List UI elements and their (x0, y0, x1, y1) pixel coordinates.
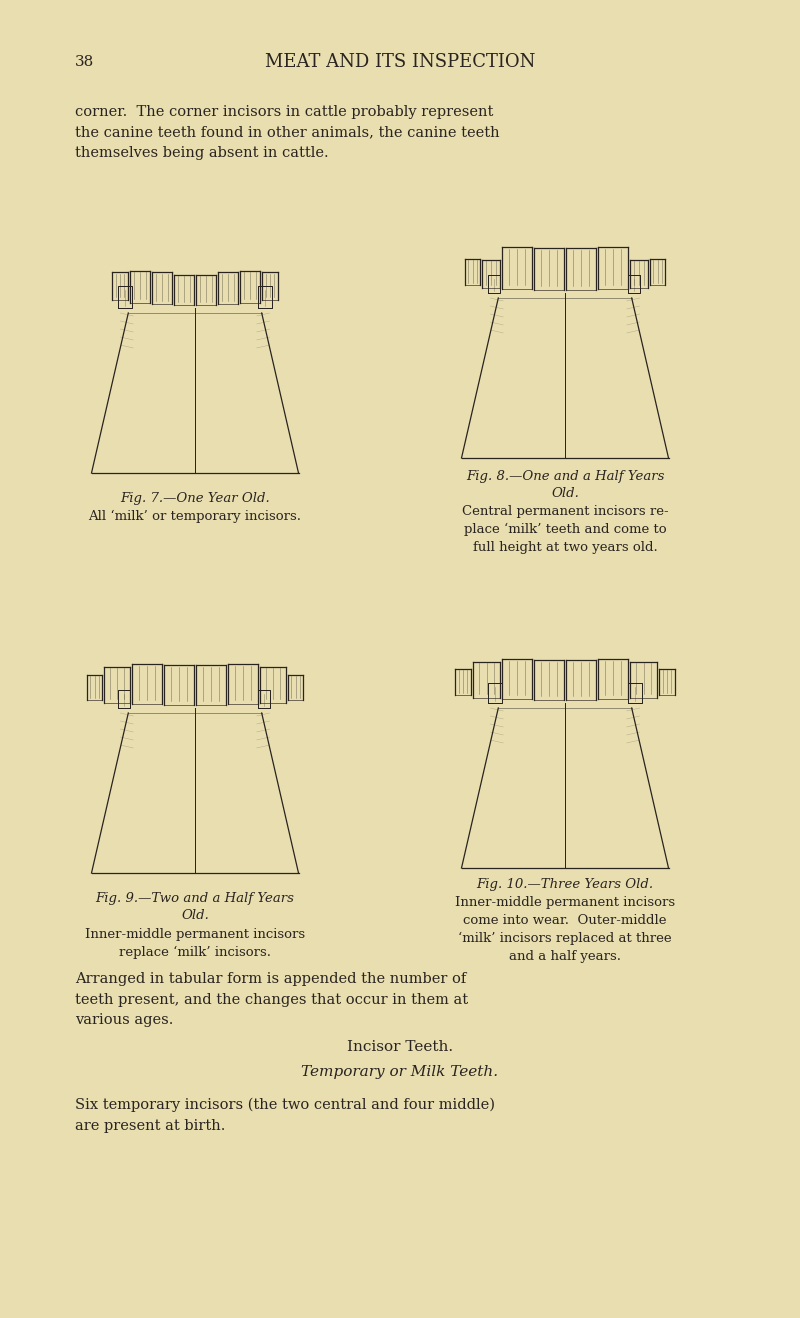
Text: Fig. 10.—Three Years Old.: Fig. 10.—Three Years Old. (477, 878, 654, 891)
Text: Fig. 8.—One and a Half Years
Old.: Fig. 8.—One and a Half Years Old. (466, 471, 664, 500)
Text: Incisor Teeth.: Incisor Teeth. (347, 1040, 453, 1054)
Text: All ‘milk’ or temporary incisors.: All ‘milk’ or temporary incisors. (89, 510, 302, 523)
Text: Inner‐middle permanent incisors
come into wear.  Outer‐middle
‘milk’ incisors re: Inner‐middle permanent incisors come int… (455, 896, 675, 963)
Text: MEAT AND ITS INSPECTION: MEAT AND ITS INSPECTION (265, 53, 535, 71)
Text: Central permanent incisors re-
place ‘milk’ teeth and come to
full height at two: Central permanent incisors re- place ‘mi… (462, 505, 668, 555)
Text: 38: 38 (75, 55, 94, 69)
Text: Inner-middle permanent incisors
replace ‘milk’ incisors.: Inner-middle permanent incisors replace … (85, 928, 305, 960)
Text: Six temporary incisors (the two central and four middle)
are present at birth.: Six temporary incisors (the two central … (75, 1098, 495, 1133)
Text: Temporary or Milk Teeth.: Temporary or Milk Teeth. (302, 1065, 498, 1079)
Text: Fig. 7.—One Year Old.: Fig. 7.—One Year Old. (120, 492, 270, 505)
Text: Arranged in tabular form is appended the number of
teeth present, and the change: Arranged in tabular form is appended the… (75, 971, 468, 1027)
Text: Fig. 9.—Two and a Half Years
Old.: Fig. 9.—Two and a Half Years Old. (95, 892, 294, 923)
Text: corner.  The corner incisors in cattle probably represent
the canine teeth found: corner. The corner incisors in cattle pr… (75, 105, 500, 161)
